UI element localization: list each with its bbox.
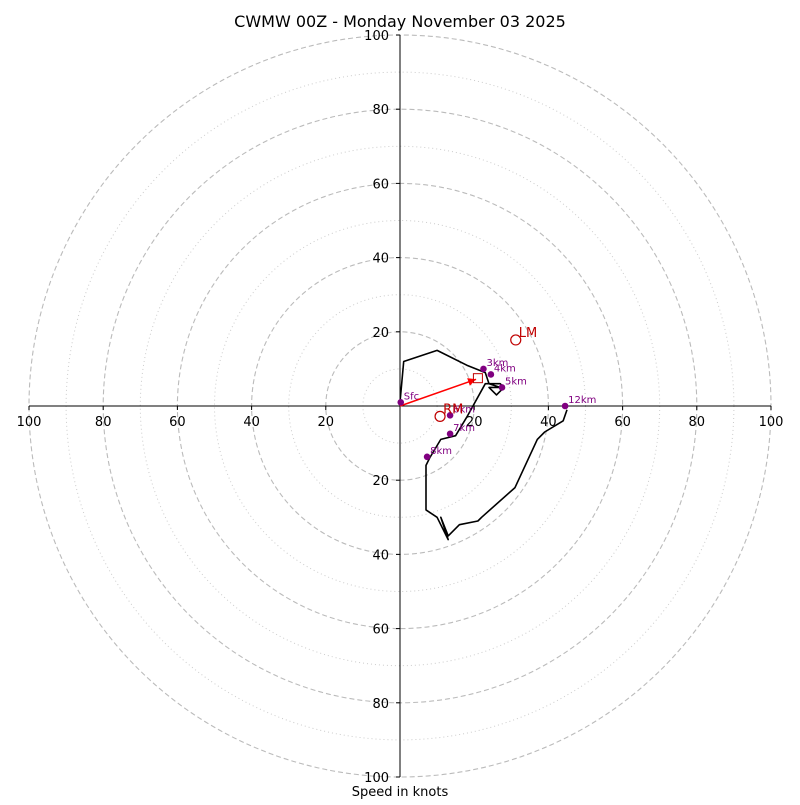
storm-motion-arrowhead — [467, 378, 477, 386]
x-tick-label: 20 — [466, 415, 483, 430]
x-tick-label: 100 — [759, 415, 784, 430]
height-marker-label: Sfc — [404, 391, 419, 402]
storm-motion-markers: LM RM — [434, 326, 537, 422]
height-marker-dot — [498, 384, 506, 391]
x-tick-label: 60 — [169, 415, 186, 430]
height-marker-label: 7km — [453, 423, 475, 434]
storm-motion-marker — [434, 410, 446, 422]
y-tick-label: 40 — [372, 548, 389, 563]
x-tick-label: 40 — [243, 415, 260, 430]
y-tick-label: 20 — [372, 326, 389, 341]
y-tick-label: 60 — [372, 623, 389, 638]
height-marker-dot — [446, 411, 454, 419]
tick-labels: 100 80 60 40 20 20 40 60 80 100 100 80 60 40 20 20 40 60 8… — [17, 29, 784, 786]
height-marker-label: 5km — [505, 376, 527, 387]
height-marker-label: 6km — [453, 404, 475, 415]
height-marker-label: 3km — [486, 358, 508, 369]
y-tick-label: 60 — [372, 177, 389, 192]
x-axis-label: Speed in knots — [352, 785, 449, 800]
x-tick-label: 80 — [95, 415, 112, 430]
x-tick-label: 40 — [540, 415, 557, 430]
mean-wind-group — [472, 373, 483, 384]
hodograph-trace-group — [399, 349, 568, 541]
storm-motion-marker — [510, 334, 522, 346]
hodograph-trace — [399, 349, 568, 541]
height-marker-label: 12km — [568, 395, 596, 406]
height-marker-dot — [561, 402, 569, 410]
x-tick-label: 80 — [689, 415, 706, 430]
y-tick-label: 100 — [364, 771, 389, 786]
height-marker-dot — [446, 430, 454, 438]
height-marker-dot — [487, 371, 495, 378]
mean-wind-marker — [472, 373, 483, 384]
chart-title: CWMW 00Z - Monday November 03 2025 — [234, 12, 566, 31]
x-tick-label: 100 — [17, 415, 42, 430]
storm-motion-label: LM — [519, 326, 537, 341]
height-marker-label: 8km — [430, 446, 452, 457]
height-marker-dot — [423, 453, 431, 461]
x-tick-label: 20 — [318, 415, 335, 430]
y-tick-label: 100 — [364, 29, 389, 44]
y-tick-label: 40 — [372, 252, 389, 267]
height-marker-dot — [397, 398, 405, 406]
storm-motion-label: RM — [443, 402, 463, 417]
storm-motion-vector — [399, 378, 477, 407]
y-tick-label: 20 — [372, 474, 389, 489]
y-tick-label: 80 — [372, 697, 389, 712]
height-marker-label: 4km — [494, 363, 516, 374]
y-tick-label: 80 — [372, 103, 389, 118]
x-tick-label: 60 — [614, 415, 631, 430]
height-marker-dot — [480, 365, 487, 373]
